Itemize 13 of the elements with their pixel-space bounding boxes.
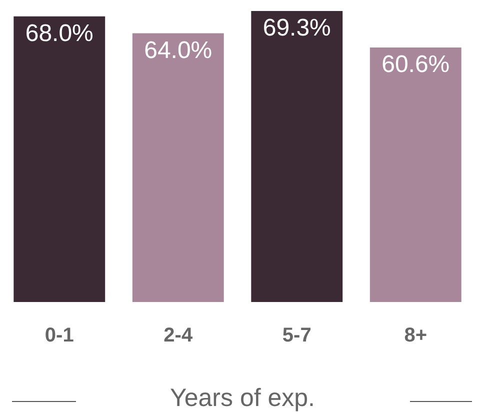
- bar: [14, 16, 106, 302]
- x-tick-label: 8+: [404, 324, 428, 347]
- data-label: 60.6%: [382, 51, 450, 78]
- bar: [370, 47, 462, 302]
- data-label: 64.0%: [144, 36, 212, 64]
- bar: [132, 33, 224, 302]
- x-tick-label: 0-1: [44, 324, 74, 347]
- x-tick-label: 2-4: [164, 324, 194, 347]
- x-axis-title: Years of exp.: [168, 384, 316, 413]
- data-label: 68.0%: [25, 20, 94, 48]
- data-label: 69.3%: [262, 14, 331, 42]
- bar: [251, 10, 343, 302]
- x-tick-label: 5-7: [282, 324, 312, 347]
